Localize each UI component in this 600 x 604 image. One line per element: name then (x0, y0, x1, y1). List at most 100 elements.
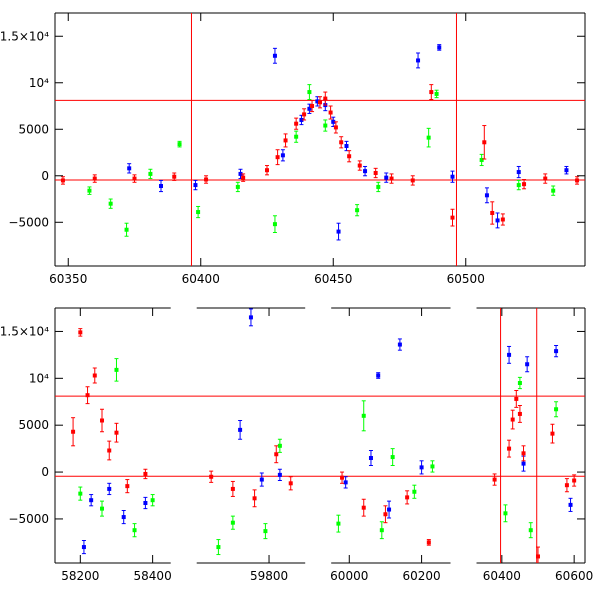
data-point (551, 188, 556, 193)
y-tick-label: 5000 (18, 122, 49, 136)
y-tick-label: 10⁴ (29, 76, 49, 90)
y-tick-label: 1.5×10⁴ (0, 324, 49, 338)
data-layer (55, 308, 585, 563)
data-point (516, 183, 521, 188)
data-point (479, 157, 484, 162)
data-point (127, 166, 132, 171)
y-tick-label: 1.5×10⁴ (0, 29, 49, 43)
data-point (310, 104, 315, 109)
data-point (323, 123, 328, 128)
data-point (263, 529, 268, 534)
data-point (209, 474, 214, 479)
data-point (437, 45, 442, 50)
data-point (216, 545, 221, 550)
data-point (87, 188, 92, 193)
bottom-panel: 1.5×10⁴ 10⁴ 5000 0 −5000 58200 58400 59800 60000… (0, 307, 593, 583)
series-1 (87, 84, 556, 237)
x-tick-label: 58200 (61, 569, 99, 583)
data-point (204, 177, 209, 182)
data-point (172, 174, 177, 179)
data-point (143, 501, 148, 505)
data-point (132, 176, 137, 181)
data-point (238, 427, 243, 432)
data-point (114, 430, 119, 435)
data-point (482, 140, 487, 145)
series-0 (127, 44, 569, 241)
data-point (277, 443, 282, 448)
data-point (328, 110, 333, 115)
data-point (450, 215, 455, 220)
data-point (143, 471, 148, 476)
data-point (336, 521, 341, 526)
data-point (389, 176, 394, 181)
data-point (60, 178, 65, 183)
data-point (361, 505, 366, 510)
data-point (543, 176, 548, 181)
x-tick-label: 60500 (447, 272, 485, 286)
data-point (241, 175, 246, 180)
data-point (230, 486, 235, 491)
data-point (405, 495, 410, 500)
data-point (564, 168, 569, 173)
data-point (343, 480, 348, 485)
data-point (125, 484, 130, 489)
data-layer (55, 13, 585, 266)
data-point (277, 472, 282, 477)
data-point (507, 446, 512, 451)
data-point (85, 393, 90, 398)
data-point (100, 506, 105, 511)
data-point (177, 142, 182, 147)
x-tick-label: 60350 (49, 272, 87, 286)
data-point (390, 455, 395, 460)
data-point (568, 502, 573, 507)
data-point (108, 201, 113, 206)
data-point (525, 362, 530, 367)
data-point (336, 229, 341, 234)
data-point (230, 520, 235, 525)
data-point (355, 208, 360, 213)
data-point (248, 315, 253, 320)
data-point (490, 210, 495, 215)
data-point (100, 418, 105, 423)
data-point (81, 545, 86, 550)
data-point (412, 489, 417, 494)
data-point (521, 461, 526, 466)
data-point (347, 154, 352, 159)
data-point (294, 134, 299, 139)
data-point (280, 153, 285, 158)
y-tick-label: 10⁴ (29, 371, 49, 385)
y-tick-label: 0 (41, 465, 49, 479)
data-point (238, 171, 243, 176)
data-point (344, 144, 349, 149)
data-point (492, 477, 497, 482)
data-point (107, 486, 112, 491)
data-point (92, 176, 97, 181)
data-point (196, 210, 201, 215)
data-point (554, 349, 559, 354)
x-tick-label: 60000 (330, 569, 368, 583)
x-tick-label: 60600 (555, 569, 593, 583)
y-tick-label: 5000 (18, 418, 49, 432)
series-2 (60, 84, 580, 227)
data-point (71, 429, 76, 434)
data-point (252, 496, 257, 501)
series-0 (81, 308, 573, 555)
data-point (274, 452, 279, 457)
data-point (550, 431, 555, 436)
data-point (92, 373, 97, 378)
data-point (434, 91, 439, 96)
data-point (235, 184, 240, 189)
data-point (495, 218, 500, 223)
data-point (430, 464, 435, 469)
data-point (517, 411, 522, 416)
data-point (363, 169, 368, 174)
data-point (521, 451, 526, 456)
data-point (78, 330, 83, 335)
y-tick-label: −5000 (8, 512, 49, 526)
data-point (323, 96, 328, 101)
data-point (340, 475, 345, 480)
y-tick-label: −5000 (8, 215, 49, 229)
data-point (283, 138, 288, 143)
